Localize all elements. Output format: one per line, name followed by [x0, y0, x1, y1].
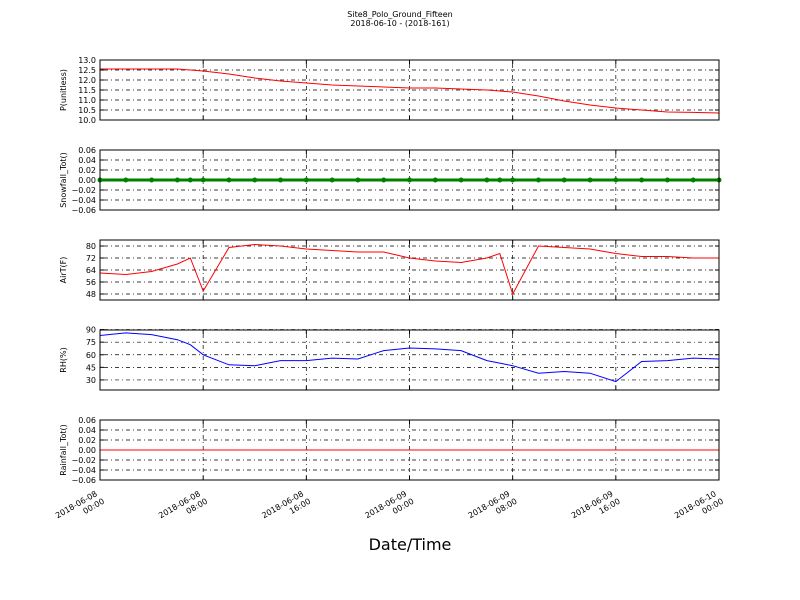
plot-frame: [99, 239, 720, 301]
data-point: [690, 177, 696, 183]
data-point: [458, 177, 464, 183]
x-axis-label: Date/Time: [369, 535, 452, 554]
data-point: [587, 177, 593, 183]
data-point: [174, 177, 180, 183]
data-point: [226, 177, 232, 183]
y-tick-label: 0.04: [78, 156, 96, 165]
y-tick-label: −0.06: [71, 206, 96, 215]
data-point: [497, 177, 503, 183]
plot-frame: [99, 419, 720, 481]
data-point: [252, 177, 258, 183]
y-tick-label: 10.5: [78, 106, 96, 115]
data-point: [278, 177, 284, 183]
plot-frame: [99, 59, 720, 121]
y-axis-label: RH(%): [59, 347, 68, 372]
y-tick-label: 60: [86, 351, 96, 360]
y-tick-label: 64: [86, 266, 96, 275]
data-line: [99, 243, 719, 296]
y-axis-label: Snowfall_Tot(): [59, 152, 68, 208]
y-tick-label: 48: [86, 290, 96, 299]
y-tick-label: −0.04: [71, 466, 96, 475]
data-point: [149, 177, 155, 183]
y-tick-label: 10.0: [78, 116, 96, 125]
y-tick-label: 80: [86, 242, 96, 251]
plot-frame: [99, 329, 720, 391]
y-tick-label: 11.0: [78, 96, 96, 105]
y-tick-label: 11.5: [78, 86, 96, 95]
data-point: [187, 177, 193, 183]
y-tick-label: 90: [86, 326, 96, 335]
data-point: [355, 177, 361, 183]
y-tick-label: 12.5: [78, 66, 96, 75]
data-point: [664, 177, 670, 183]
data-point: [432, 177, 438, 183]
data-point: [329, 177, 335, 183]
data-point: [484, 177, 490, 183]
y-tick-label: 0.00: [78, 176, 96, 185]
y-tick-label: −0.04: [71, 196, 96, 205]
y-tick-label: −0.06: [71, 476, 96, 485]
y-tick-label: 0.06: [78, 146, 96, 155]
data-point: [200, 177, 206, 183]
y-tick-label: 56: [86, 278, 96, 287]
data-point: [613, 177, 619, 183]
data-line: [100, 68, 720, 114]
y-tick-label: 13.0: [78, 56, 96, 65]
y-tick-label: 0.02: [78, 166, 96, 175]
data-point: [535, 177, 541, 183]
y-tick-label: −0.02: [71, 456, 96, 465]
y-tick-label: 0.02: [78, 436, 96, 445]
data-line: [99, 332, 720, 383]
y-axis-label: AirT(F): [59, 257, 68, 284]
y-tick-label: 75: [86, 338, 96, 347]
data-point: [510, 177, 516, 183]
data-point: [639, 177, 645, 183]
y-tick-label: 45: [86, 363, 96, 372]
y-tick-label: 0.00: [78, 446, 96, 455]
y-axis-label: P(unitless): [59, 69, 68, 111]
data-point: [303, 177, 309, 183]
y-tick-label: 72: [86, 254, 96, 263]
plot-frame: [99, 149, 720, 211]
y-tick-label: 0.04: [78, 426, 96, 435]
y-tick-label: −0.02: [71, 186, 96, 195]
data-point: [123, 177, 129, 183]
data-point: [407, 177, 412, 183]
figure-subtitle: 2018-06-10 - (2018-161): [350, 19, 449, 28]
y-axis-label: Rainfall_Tot(): [59, 424, 68, 476]
data-point: [561, 177, 567, 183]
y-tick-label: 12.0: [78, 76, 96, 85]
data-point: [381, 177, 387, 183]
y-tick-label: 0.06: [78, 416, 96, 425]
figure-title: Site8_Polo_Ground_Fifteen: [347, 10, 452, 19]
y-tick-label: 30: [86, 376, 96, 385]
